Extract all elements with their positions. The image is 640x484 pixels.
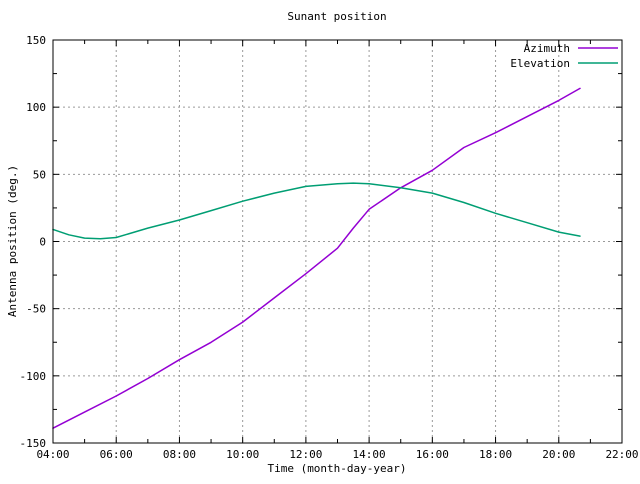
y-tick-label: -50 [26, 303, 46, 316]
series-line-elevation [52, 182, 581, 240]
x-tick-label: 16:00 [416, 448, 449, 461]
x-tick-label: 20:00 [542, 448, 575, 461]
x-tick-label: 22:00 [605, 448, 638, 461]
grid-lines [53, 40, 622, 443]
series-line-azimuth [52, 87, 581, 429]
y-tick-label: 150 [26, 34, 46, 47]
y-tick-labels: -150 -100 -50 0 50 100 150 [20, 34, 47, 450]
x-tick-label: 06:00 [100, 448, 133, 461]
x-tick-label: 08:00 [163, 448, 196, 461]
legend-label-elevation: Elevation [510, 57, 570, 70]
y-tick-label: -100 [20, 370, 47, 383]
y-tick-label: 50 [33, 168, 46, 181]
x-tick-label: 04:00 [36, 448, 69, 461]
x-tick-labels: 04:00 06:00 08:00 10:00 12:00 14:00 16:00 18:00… [36, 448, 638, 461]
legend: Azimuth Elevation [510, 42, 618, 70]
chart-title: Sunant position [287, 10, 386, 23]
x-tick-label: 10:00 [226, 448, 259, 461]
y-tick-label: -150 [20, 437, 47, 450]
y-tick-label: 0 [39, 236, 46, 249]
y-axis-label: Antenna position (deg.) [6, 165, 19, 317]
y-tick-label: 100 [26, 101, 46, 114]
data-series [52, 87, 581, 429]
legend-label-azimuth: Azimuth [524, 42, 570, 55]
x-tick-label: 12:00 [289, 448, 322, 461]
x-axis-label: Time (month-day-year) [267, 462, 406, 475]
x-tick-label: 14:00 [353, 448, 386, 461]
x-tick-label: 18:00 [479, 448, 512, 461]
plot-border [52, 39, 623, 444]
